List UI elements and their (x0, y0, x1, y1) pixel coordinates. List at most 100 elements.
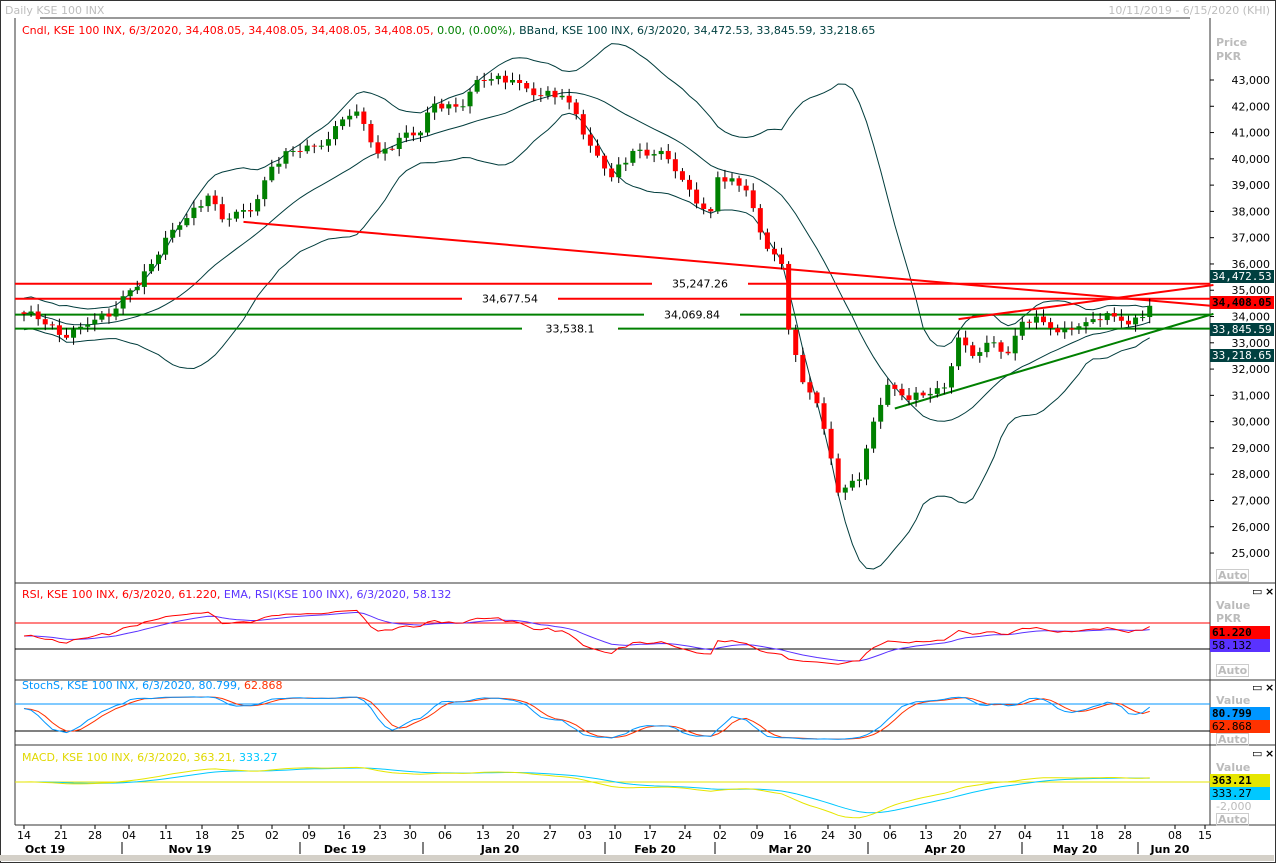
candle-body (311, 145, 317, 147)
candle-body (835, 458, 841, 493)
candle (948, 362, 954, 394)
candle (460, 99, 466, 111)
rsi-axis-unit: PKR (1216, 612, 1242, 625)
candle-body (283, 151, 289, 164)
chart-title: Daily KSE 100 INX (5, 4, 105, 17)
macd-auto-button[interactable]: Auto (1216, 813, 1250, 826)
candle (517, 74, 523, 91)
stoch-auto-button[interactable]: Auto (1216, 733, 1250, 746)
candle-body (368, 123, 374, 143)
horizontal-scrollbar[interactable] (0, 855, 1274, 861)
candle (1026, 319, 1032, 329)
candle-body (517, 80, 523, 84)
candle (354, 104, 360, 119)
candle (644, 142, 650, 159)
candle (814, 390, 820, 408)
candle (687, 175, 693, 197)
stoch-close-icon[interactable]: × (1265, 681, 1275, 694)
candle-body (42, 319, 48, 325)
rsi-close-icon[interactable]: × (1265, 585, 1275, 598)
candle (389, 145, 395, 151)
candle (991, 336, 997, 348)
x-tick-label: 13 (476, 829, 490, 842)
price-tick-label: 37,000 (1232, 232, 1271, 245)
candle-body (658, 150, 664, 155)
x-tick-label: 16 (783, 829, 797, 842)
stoch-d-line (23, 696, 1150, 740)
candle (998, 340, 1004, 359)
price-tick-label: 40,000 (1232, 153, 1271, 166)
horizontal-line: 34,069.84 (15, 307, 1210, 322)
price-auto-button[interactable]: Auto (1216, 569, 1250, 582)
candle (474, 75, 480, 94)
rsi-auto-button[interactable]: Auto (1216, 664, 1250, 677)
candle-body (1090, 319, 1096, 323)
candle-body (913, 392, 919, 400)
candle-body (1125, 320, 1131, 325)
macd-legend-macd: MACD, KSE 100 INX, 6/3/2020, 363.21, (22, 751, 236, 764)
candle-body (1083, 322, 1089, 327)
month-label: Jan 20 (480, 843, 520, 856)
change-legend: 0.00, (0.00%), (437, 24, 516, 37)
candle-body (665, 150, 671, 160)
candle-body (226, 218, 232, 220)
candle (1062, 321, 1068, 339)
price-value-label: 34,408.05 (1210, 296, 1274, 309)
candle-body (1048, 322, 1054, 329)
candle (807, 376, 813, 400)
month-label: Feb 20 (634, 843, 676, 856)
x-tick-label: 02 (713, 829, 727, 842)
macd-maximize-icon[interactable]: ▭ (1252, 747, 1263, 760)
hline-label: 34,069.84 (664, 309, 720, 322)
candle (113, 301, 119, 321)
horizontal-line: 34,677.54 (15, 291, 1210, 306)
price-tick-label: 28,000 (1232, 468, 1271, 481)
candle-body (474, 80, 480, 92)
candle (800, 347, 806, 385)
candle-body (679, 171, 685, 180)
candle-body (85, 324, 91, 327)
candle-body (573, 102, 579, 115)
candle (432, 96, 438, 120)
stoch-maximize-icon[interactable]: ▭ (1252, 681, 1263, 694)
price-tick-label: 25,000 (1232, 547, 1271, 560)
rsi-line (23, 609, 1150, 665)
stoch-legend-d: 62.868 (244, 679, 283, 692)
candle (906, 388, 912, 406)
x-tick-label: 10 (608, 829, 622, 842)
candle (49, 321, 55, 330)
candle (941, 382, 947, 395)
macd-close-icon[interactable]: × (1265, 747, 1275, 760)
macd-legend-signal: 333.27 (239, 751, 278, 764)
rsi-value-label: 61.220 (1210, 626, 1270, 639)
candle-body (998, 342, 1004, 352)
candle-body (1147, 305, 1153, 318)
candle-body (1076, 326, 1082, 330)
candle (694, 182, 700, 209)
main-legend: Cndl, KSE 100 INX, 6/3/2020, 34,408.05, … (22, 24, 875, 37)
candle-body (460, 106, 466, 108)
bband-middle (23, 91, 1150, 422)
candle (538, 87, 544, 102)
candle-body (864, 448, 870, 480)
candle-body (956, 337, 962, 367)
candle (304, 139, 310, 154)
candle-body (35, 311, 41, 320)
candle (1012, 328, 1018, 361)
candle-body (771, 248, 777, 255)
candle-body (21, 312, 27, 314)
candle-body (396, 137, 402, 149)
candle (347, 109, 353, 127)
x-tick-label: 04 (1018, 829, 1032, 842)
x-tick-label: 09 (302, 829, 316, 842)
x-tick-label: 24 (821, 829, 835, 842)
candle-body (177, 225, 183, 230)
candle (240, 203, 246, 219)
macd-legend: MACD, KSE 100 INX, 6/3/2020, 363.21, 333… (22, 751, 278, 764)
rsi-maximize-icon[interactable]: ▭ (1252, 585, 1263, 598)
x-tick-label: 18 (195, 829, 209, 842)
candle-body (318, 145, 324, 147)
x-tick-label: 27 (543, 829, 557, 842)
candle-body (977, 352, 983, 356)
